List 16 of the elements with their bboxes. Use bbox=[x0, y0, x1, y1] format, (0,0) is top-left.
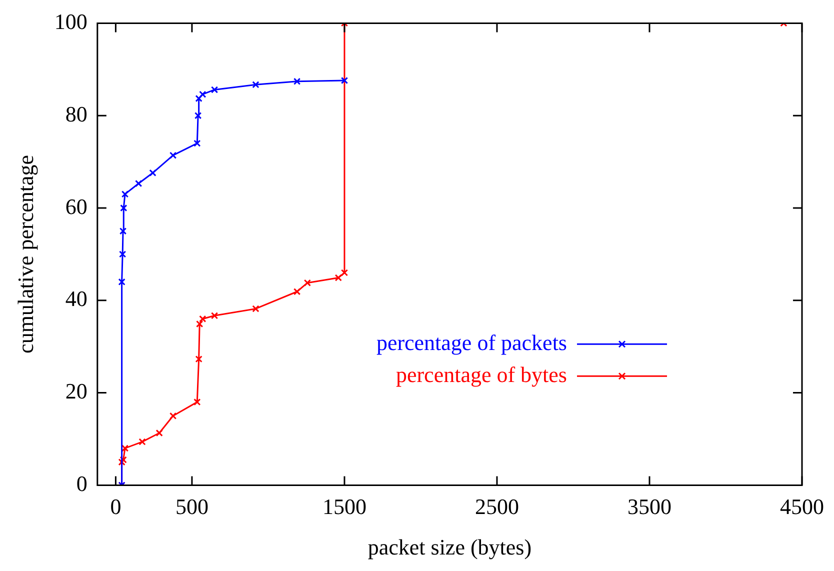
x-axis-title: packet size (bytes) bbox=[368, 534, 532, 560]
y-tick-label: 40 bbox=[65, 286, 88, 312]
y-axis-title: cumulative percentage bbox=[12, 154, 38, 354]
x-tick-label: 2500 bbox=[474, 494, 519, 520]
y-tick-label: 80 bbox=[65, 101, 88, 126]
y-tick-label: 0 bbox=[76, 470, 88, 496]
x-tick-label: 500 bbox=[175, 494, 208, 520]
x-tick-label: 3500 bbox=[627, 494, 672, 520]
y-tick-label: 100 bbox=[54, 8, 88, 34]
x-tick-label: 4500 bbox=[780, 494, 824, 520]
y-tick-label: 20 bbox=[65, 378, 88, 404]
legend-label: percentage of packets bbox=[376, 330, 567, 355]
x-tick-label: 0 bbox=[110, 494, 122, 520]
legend-label: percentage of bytes bbox=[396, 362, 567, 387]
x-tick-label: 1500 bbox=[322, 494, 366, 520]
y-tick-label: 60 bbox=[65, 194, 88, 219]
